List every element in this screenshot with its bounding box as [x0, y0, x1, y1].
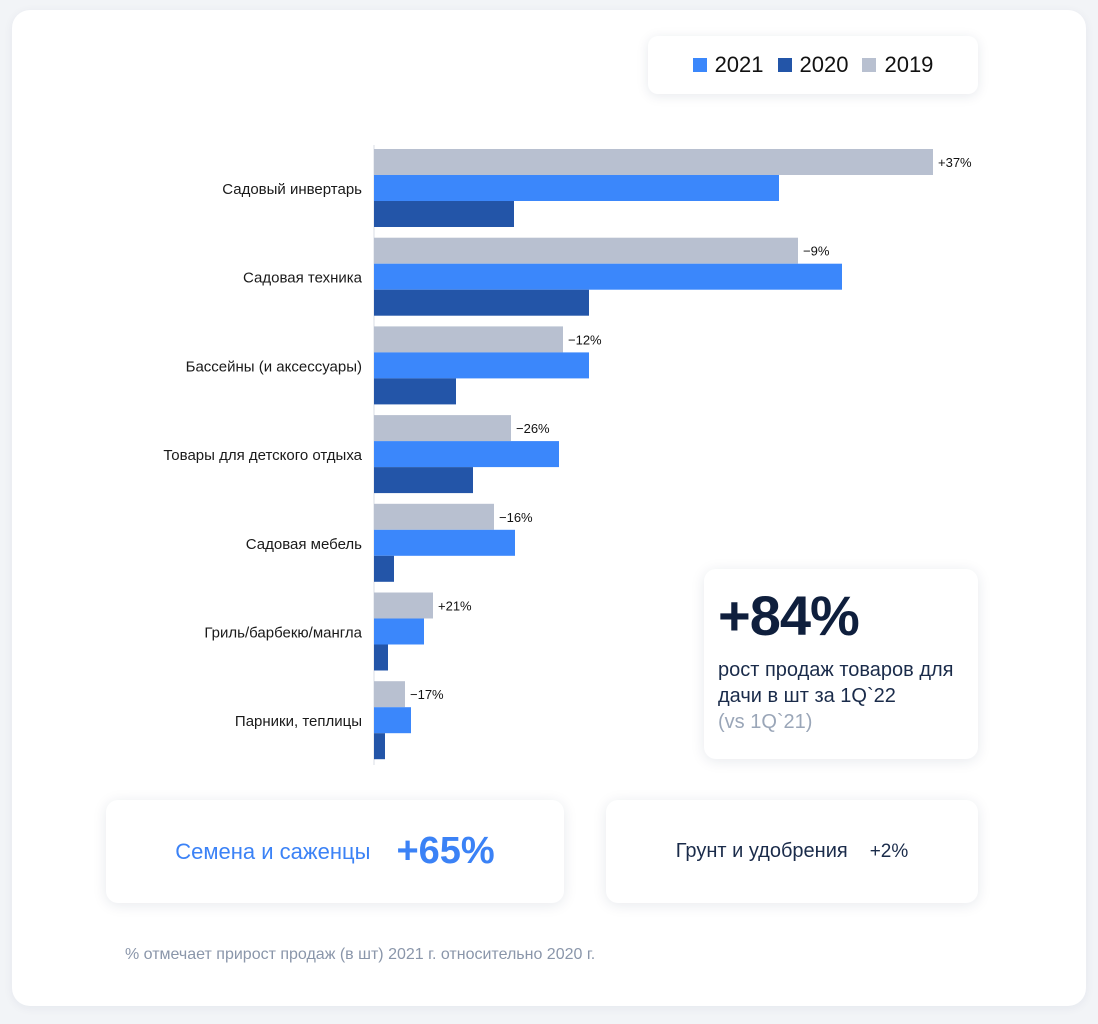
bar-2019-6 [374, 681, 405, 708]
highlight-note: (vs 1Q`21) [718, 711, 813, 733]
category-label-1: Садовая техника [243, 270, 363, 287]
bar-2019-2 [374, 326, 563, 353]
legend-item-2019: 2019 [862, 52, 933, 78]
bar-2019-1 [374, 237, 798, 264]
soil-card: Грунт и удобрения +2% [606, 800, 978, 903]
bar-2021-6 [374, 707, 411, 734]
category-label-5: Гриль/барбекю/мангла [204, 625, 362, 642]
growth-label-3: −26% [516, 421, 550, 436]
legend-item-2020: 2020 [777, 52, 849, 78]
legend-label-2020: 2020 [799, 52, 849, 77]
highlight-card: +84% рост продаж товаров для дачи в шт з… [704, 569, 978, 759]
growth-label-0: +37% [938, 155, 972, 170]
growth-label-1: −9% [803, 244, 830, 259]
bar-2019-5 [374, 592, 433, 619]
soil-label: Грунт и удобрения [675, 840, 848, 862]
bar-2020-2 [374, 378, 456, 405]
category-label-6: Парники, теплицы [235, 713, 362, 730]
bar-2021-4 [374, 529, 515, 556]
bar-2019-0 [374, 149, 933, 175]
bar-2020-1 [374, 289, 589, 316]
bar-2019-3 [374, 415, 511, 442]
bar-2020-6 [374, 733, 385, 760]
growth-label-2: −12% [568, 332, 602, 347]
footnote: % отмечает прирост продаж (в шт) 2021 г.… [125, 946, 596, 963]
legend-swatch-2020 [777, 58, 792, 72]
seeds-card: Семена и саженцы +65% [106, 800, 564, 903]
seeds-label: Семена и саженцы [175, 838, 371, 864]
bar-2021-5 [374, 618, 424, 645]
bar-2020-3 [374, 467, 473, 494]
category-label-0: Садовый инвертарь [222, 181, 362, 198]
chart-legend: 2021 2020 2019 [648, 36, 978, 94]
bar-2021-2 [374, 352, 589, 379]
bar-2021-0 [374, 175, 779, 201]
growth-label-6: −17% [410, 687, 444, 702]
highlight-description: рост продаж товаров для дачи в шт за 1Q`… [718, 659, 954, 707]
growth-label-4: −16% [499, 510, 533, 525]
bar-2020-4 [374, 555, 394, 582]
category-label-2: Бассейны (и аксессуары) [186, 358, 362, 375]
legend-label-2021: 2021 [714, 52, 764, 77]
growth-label-5: +21% [438, 599, 472, 614]
soil-value: +2% [869, 840, 909, 862]
category-label-4: Садовая мебель [246, 536, 362, 553]
legend-swatch-2019 [862, 58, 877, 72]
legend-swatch-2021 [692, 58, 707, 72]
bar-2020-0 [374, 201, 514, 227]
category-label-3: Товары для детского отдыха [163, 447, 362, 464]
seeds-value: +65% [396, 830, 495, 872]
legend-label-2019: 2019 [884, 52, 934, 77]
bar-2020-5 [374, 644, 388, 671]
bar-2021-1 [374, 263, 842, 290]
legend-item-2021: 2021 [692, 52, 764, 78]
highlight-value: +84% [718, 584, 860, 647]
bar-2019-4 [374, 503, 494, 530]
bar-2021-3 [374, 441, 559, 468]
